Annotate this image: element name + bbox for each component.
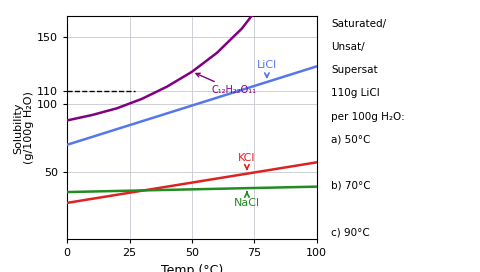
- X-axis label: Temp (°C): Temp (°C): [161, 264, 223, 272]
- Text: NaCl: NaCl: [234, 192, 260, 208]
- Y-axis label: Solubility
(g/100g H₂O): Solubility (g/100g H₂O): [13, 91, 35, 164]
- Text: c) 90°C: c) 90°C: [331, 227, 370, 237]
- Text: 110g LiCl: 110g LiCl: [331, 88, 380, 98]
- Text: KCl: KCl: [238, 153, 256, 169]
- Text: Supersat: Supersat: [331, 65, 378, 75]
- Text: Unsat/: Unsat/: [331, 42, 365, 52]
- Text: per 100g H₂O:: per 100g H₂O:: [331, 112, 405, 122]
- Text: Saturated/: Saturated/: [331, 19, 386, 29]
- Text: a) 50°C: a) 50°C: [331, 135, 371, 145]
- Text: b) 70°C: b) 70°C: [331, 181, 371, 191]
- Text: C₁₂H₂₂O₁₁: C₁₂H₂₂O₁₁: [196, 73, 257, 95]
- Text: LiCl: LiCl: [257, 60, 277, 77]
